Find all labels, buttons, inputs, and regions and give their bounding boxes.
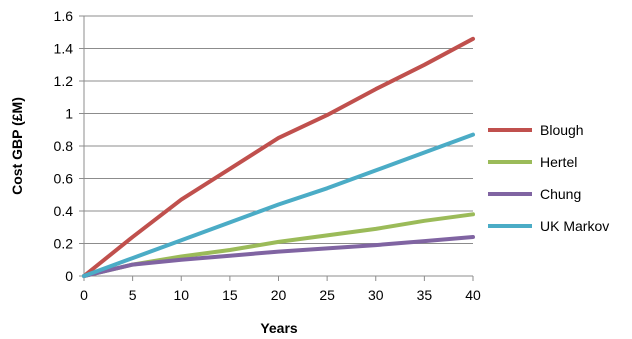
axes	[83, 16, 474, 281]
series-line-chung	[82, 235, 475, 278]
series-line-hertel	[82, 212, 475, 278]
x-tick-label: 40	[465, 287, 481, 303]
y-tick-label: 1.6	[54, 8, 74, 24]
y-tick-label: 0.4	[54, 203, 74, 219]
x-axis-title: Years	[260, 320, 298, 336]
x-tick-labels: 0 5 10 15 20 25 30 35 40	[80, 287, 481, 303]
y-tick-label: 0	[65, 268, 73, 284]
legend: Blough Hertel Chung UK Markov	[488, 122, 609, 234]
x-tick-label: 10	[173, 287, 189, 303]
x-tick-label: 0	[80, 287, 88, 303]
legend-label-uk-markov: UK Markov	[540, 218, 609, 234]
series-line-blough	[82, 36, 475, 278]
y-tick-label: 0.6	[54, 171, 74, 187]
y-tick-labels: 0 0.2 0.4 0.6 0.8 1 1.2 1.4 1.6	[54, 8, 74, 284]
y-tick-label: 1	[65, 106, 73, 122]
gridlines	[79, 15, 473, 277]
x-tick-label: 35	[417, 287, 433, 303]
x-tick-label: 20	[271, 287, 287, 303]
x-tick-label: 25	[319, 287, 335, 303]
y-tick-label: 0.2	[54, 236, 74, 252]
y-tick-label: 1.2	[54, 73, 74, 89]
y-tick-label: 0.8	[54, 138, 74, 154]
y-axis-title: Cost GBP (£M)	[9, 97, 25, 195]
y-tick-label: 1.4	[54, 41, 74, 57]
x-tick-label: 30	[368, 287, 384, 303]
legend-label-blough: Blough	[540, 122, 584, 138]
legend-label-chung: Chung	[540, 186, 581, 202]
series-line-uk-markov	[82, 132, 475, 278]
x-tick-label: 5	[129, 287, 137, 303]
series-lines	[82, 36, 475, 278]
legend-label-hertel: Hertel	[540, 154, 577, 170]
x-tick-label: 15	[222, 287, 238, 303]
